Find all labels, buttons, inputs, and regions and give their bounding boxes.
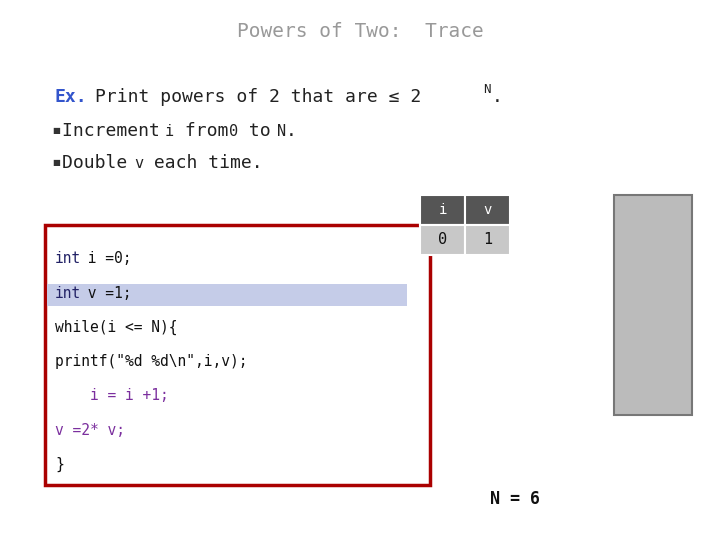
Text: to: to [238, 122, 282, 140]
Text: Ex.: Ex. [55, 88, 88, 106]
Text: Powers of Two:  Trace: Powers of Two: Trace [237, 22, 483, 41]
Text: ■: ■ [52, 126, 60, 135]
Bar [420, 225, 465, 255]
Bar [465, 195, 510, 225]
Text: v =2* v;: v =2* v; [55, 423, 125, 437]
Text: N = 6: N = 6 [490, 490, 540, 508]
Text: 1: 1 [483, 233, 492, 247]
Text: i =0;: i =0; [79, 251, 132, 266]
Text: }: } [55, 457, 64, 472]
Text: i: i [438, 203, 446, 217]
Text: Print powers of 2 that are ≤ 2: Print powers of 2 that are ≤ 2 [95, 88, 421, 106]
Text: each time.: each time. [143, 154, 263, 172]
Bar [614, 195, 692, 415]
Text: Double: Double [62, 154, 138, 172]
Text: .: . [286, 122, 297, 140]
Text: v =1;: v =1; [79, 286, 132, 300]
Text: Increment: Increment [62, 122, 171, 140]
Text: v: v [134, 156, 143, 171]
Bar [465, 225, 510, 255]
Text: N: N [483, 83, 490, 96]
Text: printf("%d %d\n",i,v);: printf("%d %d\n",i,v); [55, 354, 248, 369]
Text: i = i +1;: i = i +1; [55, 388, 168, 403]
Text: int: int [55, 251, 81, 266]
Text: N: N [277, 124, 286, 139]
Text: .: . [492, 88, 503, 106]
Text: 0: 0 [229, 124, 238, 139]
Bar [420, 195, 465, 225]
Text: v: v [483, 203, 492, 217]
Text: ■: ■ [52, 158, 60, 167]
Text: i: i [165, 124, 174, 139]
Text: from: from [174, 122, 239, 140]
Bar [45, 225, 430, 485]
Bar [47, 284, 407, 306]
Text: while(i <= N){: while(i <= N){ [55, 320, 178, 335]
Text: 0: 0 [438, 233, 447, 247]
Text: int: int [55, 286, 81, 300]
